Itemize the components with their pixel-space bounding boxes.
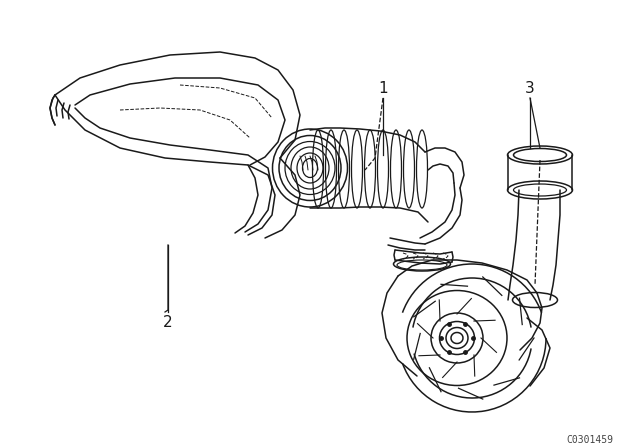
Text: 2: 2 bbox=[163, 314, 173, 329]
Text: 1: 1 bbox=[378, 81, 388, 95]
Text: C0301459: C0301459 bbox=[566, 435, 614, 445]
Text: 3: 3 bbox=[525, 81, 535, 95]
